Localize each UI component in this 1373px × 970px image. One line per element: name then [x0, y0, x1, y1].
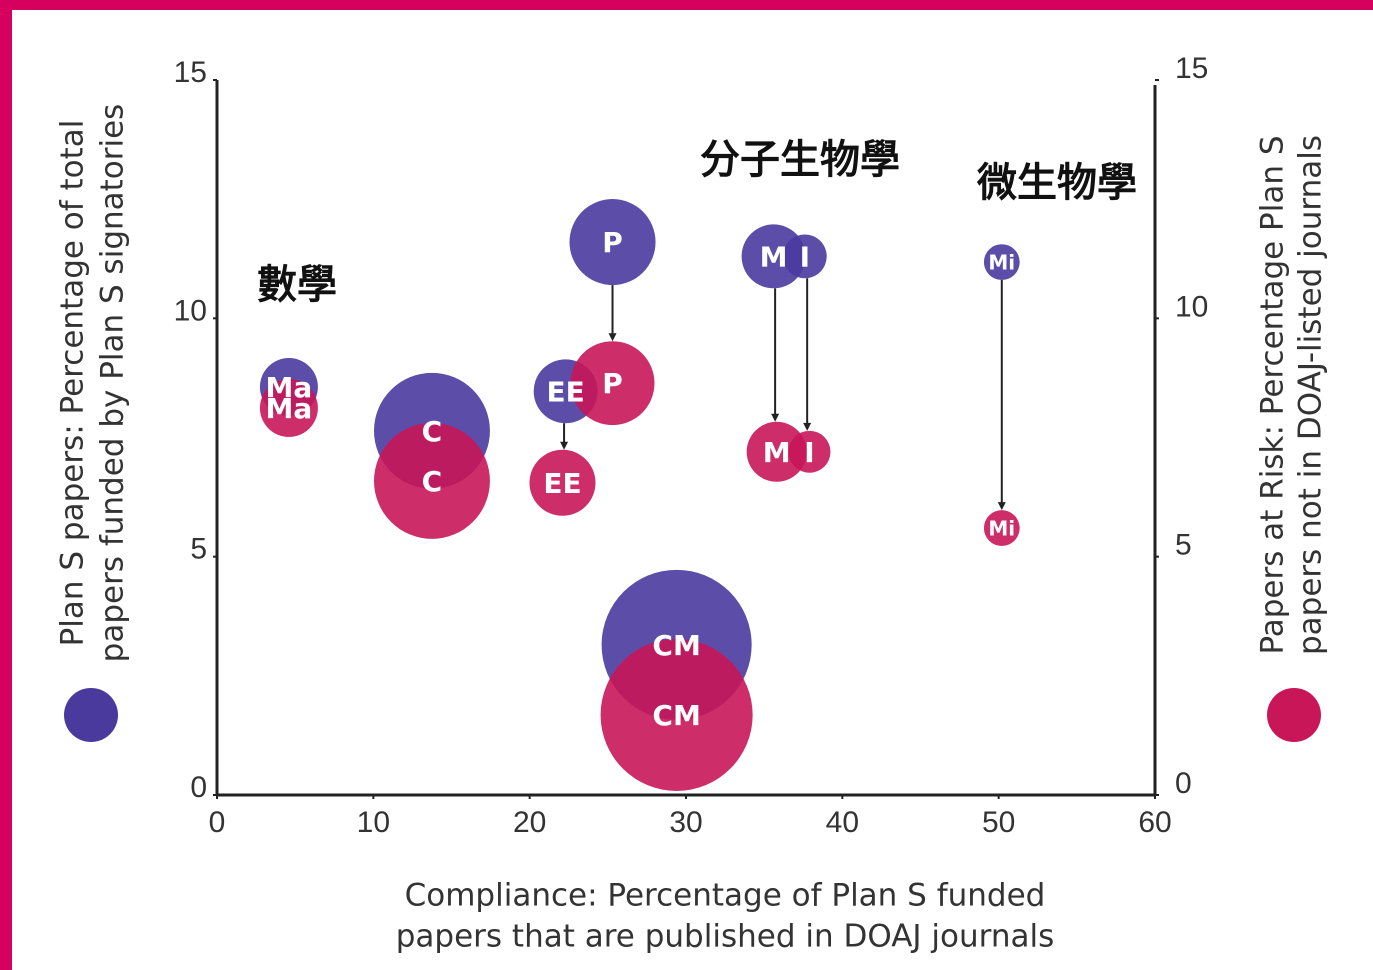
bubble: [569, 199, 656, 286]
bubble: [570, 341, 655, 426]
bubble: [741, 224, 806, 289]
y-tick-label: 10: [174, 294, 207, 327]
bubble-label: Ma: [266, 371, 313, 404]
bubble-label: Mi: [988, 517, 1015, 541]
bubble-label: I: [804, 436, 814, 469]
bubble-label: C: [422, 465, 443, 498]
bubble: [746, 421, 807, 482]
y2-tick-label: 5: [1175, 529, 1192, 562]
x-tick-label: 40: [826, 806, 859, 839]
bubble-label: P: [602, 367, 623, 400]
bubble: [373, 422, 490, 539]
legend-swatch: [64, 688, 118, 742]
bubble-label: Mi: [988, 251, 1015, 275]
x-tick-label: 20: [513, 806, 546, 839]
arrow-head: [997, 502, 1006, 511]
arrow-head: [771, 413, 780, 422]
bubble-label: C: [422, 415, 443, 448]
bubble-label: CM: [652, 699, 700, 732]
x-axis-label: Compliance: Percentage of Plan S funded: [405, 878, 1046, 914]
frame-left: [0, 0, 12, 970]
bubble: [600, 638, 753, 791]
bubble-label: P: [602, 226, 623, 259]
x-tick-label: 30: [669, 806, 702, 839]
y-tick-label: 0: [190, 771, 207, 804]
y2-tick-label: 10: [1175, 290, 1208, 323]
annotation: 分子生物學: [700, 137, 900, 183]
bubble-label: Ma: [266, 392, 313, 425]
bubble-label: CM: [652, 629, 700, 662]
annotation: 數學: [257, 262, 337, 308]
y2-tick-label: 15: [1175, 52, 1208, 85]
y2-tick-label: 0: [1175, 767, 1192, 800]
bubble-label: M: [763, 436, 791, 469]
frame-top: [0, 0, 1373, 10]
y-axis-label: papers funded by Plan S signatories: [95, 104, 131, 663]
x-axis-label: papers that are published in DOAJ journa…: [396, 919, 1054, 955]
bubble: [983, 510, 1020, 546]
bubble: [529, 449, 596, 516]
arrow-head: [803, 422, 812, 431]
bubble-label: I: [800, 240, 810, 273]
y2-axis-label: papers not in DOAJ-listed journals: [1293, 135, 1329, 655]
legend-swatch: [1267, 688, 1321, 742]
x-tick-label: 50: [982, 806, 1015, 839]
bubble: [788, 430, 831, 473]
y2-axis-label: Papers at Risk: Percentage Plan S: [1255, 135, 1291, 654]
bubble: [782, 234, 827, 279]
bubble: [259, 378, 318, 437]
annotation: 微生物學: [976, 160, 1137, 206]
arrow-head: [560, 441, 569, 450]
x-tick-label: 10: [357, 806, 390, 839]
y-tick-label: 5: [190, 533, 207, 566]
arrow-head: [608, 333, 617, 342]
x-tick-label: 60: [1138, 806, 1171, 839]
bubble-label: EE: [546, 375, 584, 408]
x-tick-label: 0: [209, 806, 226, 839]
bubble: [983, 244, 1020, 280]
bubble-label: EE: [543, 467, 581, 500]
y-axis-label: Plan S papers: Percentage of total: [55, 120, 91, 647]
y-tick-label: 15: [174, 56, 207, 89]
bubble-label: M: [760, 240, 788, 273]
